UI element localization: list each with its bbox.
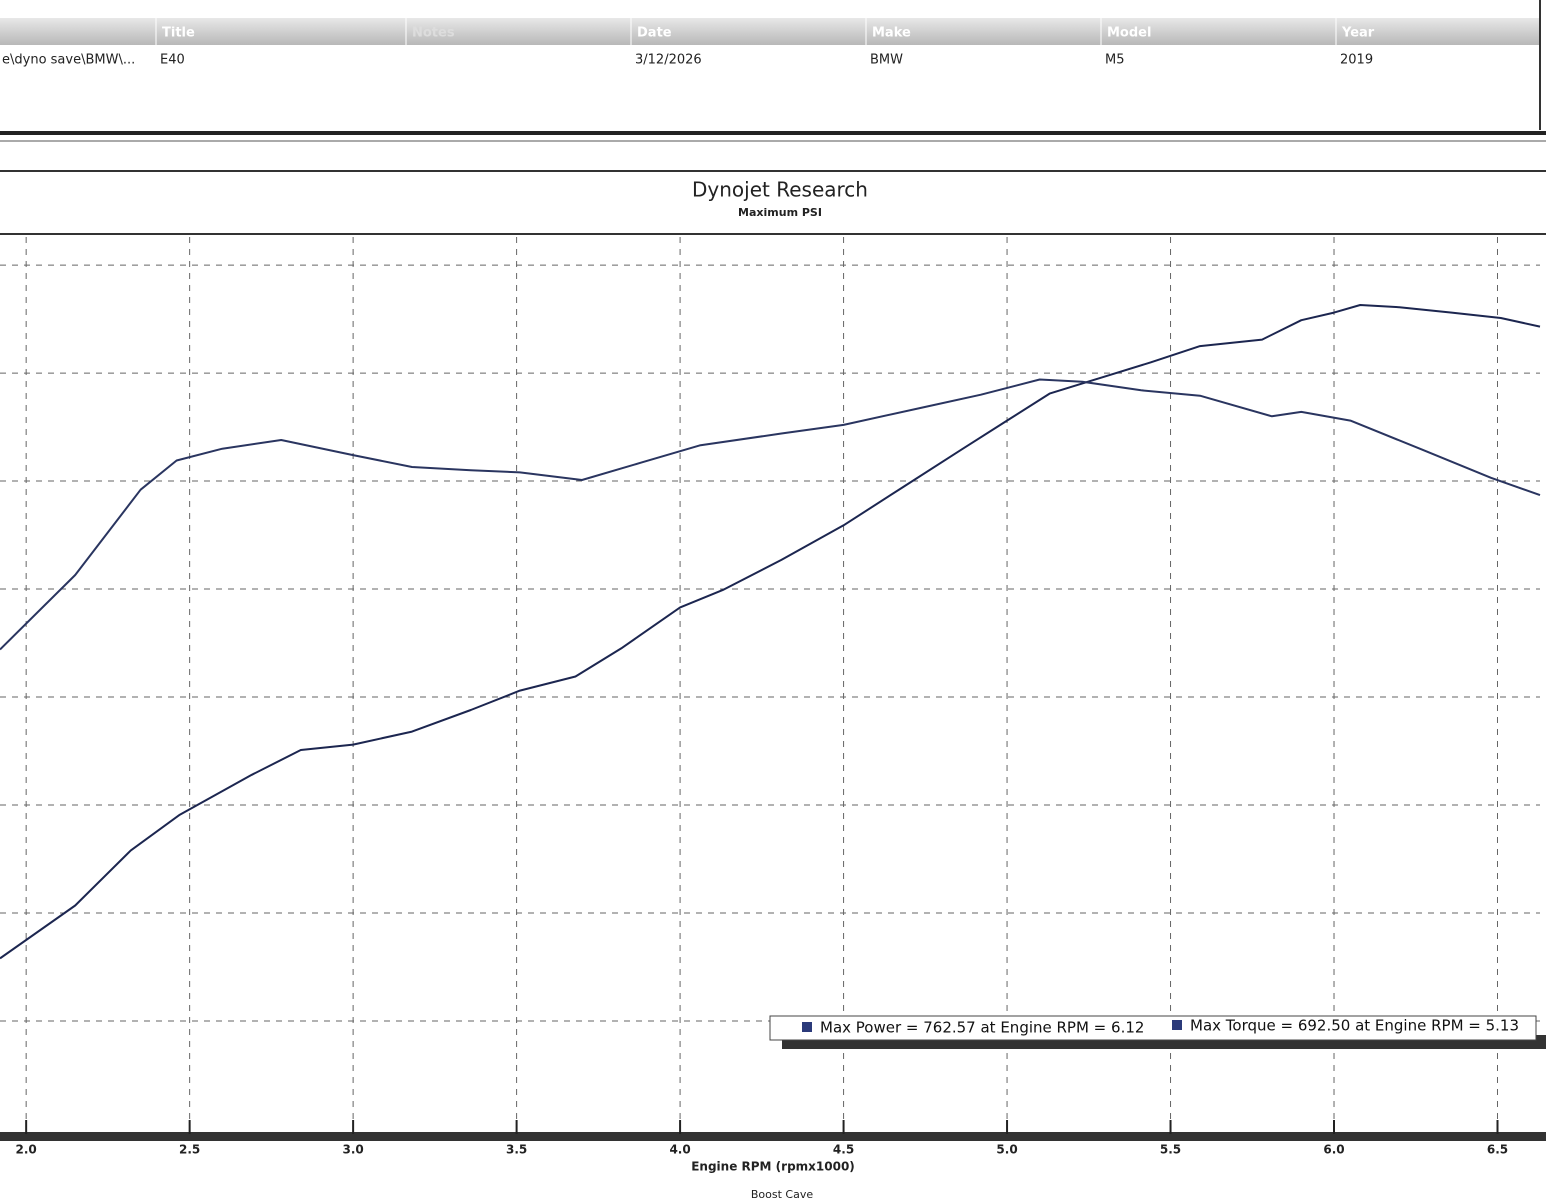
- x-tick-label: 5.0: [996, 1143, 1017, 1157]
- x-tick-label: 3.5: [506, 1143, 527, 1157]
- column-header: Title: [162, 26, 195, 41]
- x-tick-label: 2.0: [16, 1143, 37, 1157]
- x-tick-label: 4.0: [669, 1143, 690, 1157]
- column-header: Notes: [412, 26, 455, 41]
- cell: 2019: [1340, 53, 1373, 68]
- column-header: Date: [637, 26, 672, 41]
- table-header: [0, 18, 1540, 45]
- chart-title: Dynojet Research: [692, 178, 868, 202]
- footer: Boost Cave: [751, 1188, 813, 1200]
- x-axis-label: Engine RPM (rpmx1000): [691, 1160, 855, 1174]
- legend: [769, 1015, 1537, 1041]
- legend-text: Max Power = 762.57 at Engine RPM = 6.12: [820, 1019, 1144, 1037]
- legend-swatch: [1172, 1020, 1182, 1030]
- legend-text: Max Torque = 692.50 at Engine RPM = 5.13: [1190, 1017, 1519, 1035]
- cell: 3/12/2026: [635, 53, 702, 68]
- legend-swatch: [802, 1022, 812, 1032]
- splitter: [0, 131, 1546, 135]
- column-header: Year: [1341, 26, 1375, 41]
- column-header: Model: [1107, 26, 1151, 41]
- cell: E40: [160, 53, 185, 68]
- x-tick-label: 2.5: [179, 1143, 200, 1157]
- chart-subtitle: Maximum PSI: [738, 206, 822, 219]
- cell: M5: [1105, 53, 1125, 68]
- curve: [0, 378, 1541, 651]
- cell: BMW: [870, 53, 903, 68]
- column-header: Make: [872, 26, 911, 41]
- curve: [0, 304, 1541, 960]
- x-tick-label: 6.0: [1323, 1143, 1344, 1157]
- x-tick-label: 4.5: [833, 1143, 854, 1157]
- cell: e\dyno save\BMW\...: [2, 53, 135, 68]
- x-axis-band: [0, 1132, 1546, 1141]
- x-tick-label: 5.5: [1160, 1143, 1181, 1157]
- x-tick-label: 3.0: [342, 1143, 363, 1157]
- x-tick-label: 6.5: [1487, 1143, 1508, 1157]
